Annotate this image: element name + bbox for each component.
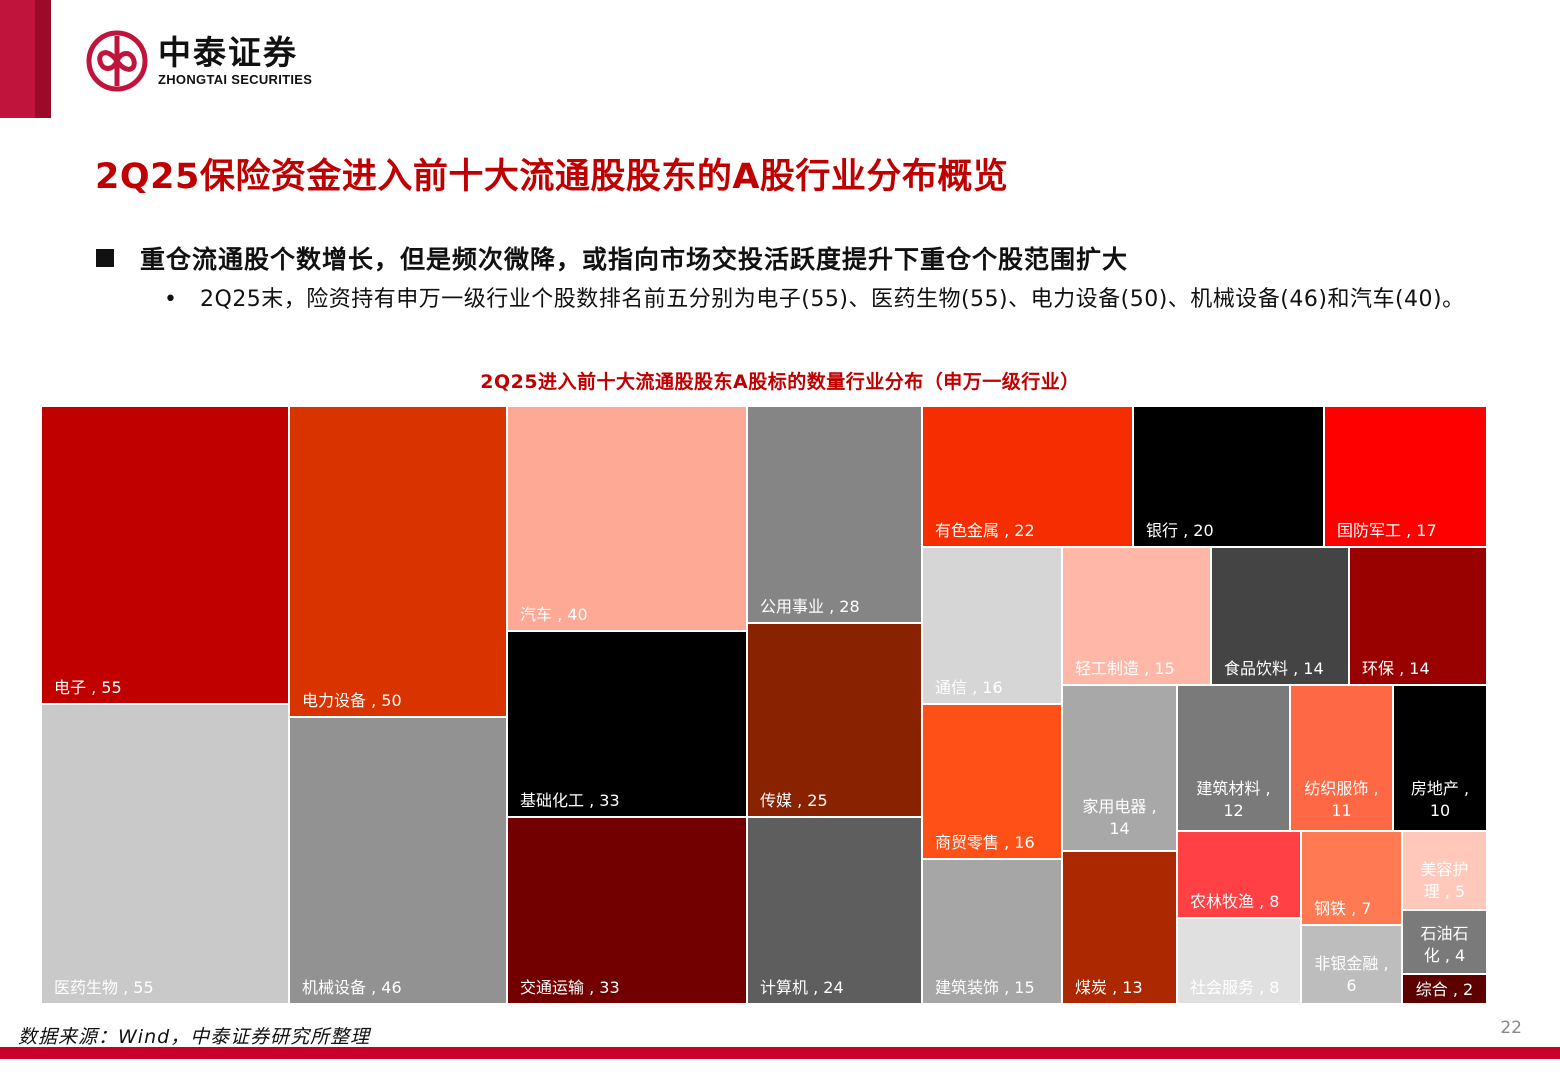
cell-label: 国防军工 , 17: [1337, 521, 1437, 540]
cell-label: 房地产 , 10: [1410, 779, 1470, 820]
chart-title: 2Q25进入前十大流通股股东A股标的数量行业分布（申万一级行业）: [480, 371, 1080, 393]
treemap-cell-utilities[interactable]: 公用事业 , 28: [747, 406, 922, 623]
treemap-cell-basic-chemicals[interactable]: 基础化工 , 33: [507, 631, 747, 817]
treemap-cell-telecom[interactable]: 通信 , 16: [922, 547, 1062, 704]
treemap-cell-retail[interactable]: 商贸零售 , 16: [922, 704, 1062, 859]
cell-label: 非银金融 , 6: [1314, 954, 1389, 995]
treemap-cell-light-manufacturing[interactable]: 轻工制造 , 15: [1062, 547, 1211, 685]
key-point-text: 重仓流通股个数增长，但是频次微降，或指向市场交投活跃度提升下重仓个股范围扩大: [140, 245, 1129, 274]
logo-name-en: ZHONGTAI SECURITIES: [158, 72, 313, 87]
treemap-cell-pharma[interactable]: 医药生物 , 55: [41, 704, 289, 1004]
key-point: 重仓流通股个数增长，但是频次微降，或指向市场交投活跃度提升下重仓个股范围扩大: [96, 240, 1128, 276]
cell-label: 美容护理 , 5: [1420, 860, 1469, 901]
cell-label: 环保 , 14: [1362, 659, 1430, 678]
cell-label: 食品饮料 , 14: [1224, 659, 1324, 678]
cell-label: 纺织服饰 , 11: [1304, 779, 1379, 820]
company-logo: 中泰证券 ZHONGTAI SECURITIES: [86, 30, 312, 92]
dot-bullet-icon: •: [164, 287, 177, 312]
cell-label: 公用事业 , 28: [760, 597, 860, 616]
treemap-cell-building-materials[interactable]: 建筑材料 , 12: [1177, 685, 1290, 831]
cell-label: 基础化工 , 33: [520, 791, 620, 810]
cell-label: 轻工制造 , 15: [1075, 659, 1175, 678]
logo-name-cn: 中泰证券: [158, 33, 298, 72]
cell-label: 电子 , 55: [54, 678, 122, 697]
treemap-cell-construction-decoration[interactable]: 建筑装饰 , 15: [922, 859, 1062, 1004]
treemap-cell-power-equipment[interactable]: 电力设备 , 50: [289, 406, 507, 717]
cell-label: 综合 , 2: [1415, 980, 1474, 999]
brand-side-bar: [0, 0, 35, 118]
treemap-cell-auto[interactable]: 汽车 , 40: [507, 406, 747, 631]
treemap-cell-machinery[interactable]: 机械设备 , 46: [289, 717, 507, 1004]
treemap-cell-environmental[interactable]: 环保 , 14: [1349, 547, 1487, 685]
page-number: 22: [1500, 1018, 1522, 1038]
treemap-cell-conglomerates[interactable]: 综合 , 2: [1402, 974, 1487, 1004]
treemap-cell-beauty-care[interactable]: 美容护理 , 5: [1402, 831, 1487, 910]
cell-label: 机械设备 , 46: [302, 978, 402, 997]
cell-label: 建筑装饰 , 15: [935, 978, 1035, 997]
data-source-note: 数据来源：Wind，中泰证券研究所整理: [18, 1026, 371, 1048]
logo-mark-icon: [86, 30, 148, 92]
treemap-cell-electronics[interactable]: 电子 , 55: [41, 406, 289, 704]
cell-label: 传媒 , 25: [760, 791, 828, 810]
cell-label: 石油石化 , 4: [1420, 924, 1469, 965]
cell-label: 通信 , 16: [935, 678, 1003, 697]
cell-label: 计算机 , 24: [760, 978, 844, 997]
page-title: 2Q25保险资金进入前十大流通股股东的A股行业分布概览: [95, 157, 1009, 197]
footer-bar: [0, 1047, 1560, 1059]
treemap-cell-non-bank-finance[interactable]: 非银金融 , 6: [1301, 925, 1402, 1004]
cell-label: 汽车 , 40: [520, 605, 588, 624]
treemap-cell-real-estate[interactable]: 房地产 , 10: [1393, 685, 1487, 831]
treemap-cell-banks[interactable]: 银行 , 20: [1133, 406, 1324, 547]
square-bullet-icon: [96, 249, 114, 267]
treemap-cell-home-appliances[interactable]: 家用电器 , 14: [1062, 685, 1177, 851]
treemap-cell-coal[interactable]: 煤炭 , 13: [1062, 851, 1177, 1004]
treemap-cell-textiles-apparel[interactable]: 纺织服饰 , 11: [1290, 685, 1393, 831]
cell-label: 商贸零售 , 16: [935, 833, 1035, 852]
cell-label: 交通运输 , 33: [520, 978, 620, 997]
treemap-cell-social-services[interactable]: 社会服务 , 8: [1177, 918, 1301, 1004]
sub-bullet-text: 2Q25末，险资持有申万一级行业个股数排名前五分别为电子(55)、医药生物(55…: [200, 287, 1465, 312]
cell-label: 煤炭 , 13: [1075, 978, 1143, 997]
cell-label: 电力设备 , 50: [302, 691, 402, 710]
treemap-cell-food-beverage[interactable]: 食品饮料 , 14: [1211, 547, 1349, 685]
treemap-chart: 电子 , 55 医药生物 , 55 电力设备 , 50 机械设备 , 46 汽车…: [41, 406, 1487, 1004]
cell-label: 有色金属 , 22: [935, 521, 1035, 540]
treemap-cell-agriculture[interactable]: 农林牧渔 , 8: [1177, 831, 1301, 918]
treemap-cell-steel[interactable]: 钢铁 , 7: [1301, 831, 1402, 925]
treemap-cell-computer[interactable]: 计算机 , 24: [747, 817, 922, 1004]
treemap-cell-petrochemicals[interactable]: 石油石化 , 4: [1402, 910, 1487, 974]
cell-label: 家用电器 , 14: [1082, 797, 1157, 838]
cell-label: 银行 , 20: [1146, 521, 1214, 540]
treemap-cell-defense[interactable]: 国防军工 , 17: [1324, 406, 1487, 547]
cell-label: 农林牧渔 , 8: [1190, 892, 1280, 911]
cell-label: 社会服务 , 8: [1190, 978, 1280, 997]
cell-label: 医药生物 , 55: [54, 978, 154, 997]
sub-bullet: • 2Q25末，险资持有申万一级行业个股数排名前五分别为电子(55)、医药生物(…: [164, 285, 1484, 314]
treemap-cell-media[interactable]: 传媒 , 25: [747, 623, 922, 817]
cell-label: 建筑材料 , 12: [1196, 779, 1271, 820]
treemap-cell-transportation[interactable]: 交通运输 , 33: [507, 817, 747, 1004]
cell-label: 钢铁 , 7: [1314, 899, 1372, 918]
brand-side-bar-dark: [35, 0, 51, 118]
treemap-cell-nonferrous-metals[interactable]: 有色金属 , 22: [922, 406, 1133, 547]
